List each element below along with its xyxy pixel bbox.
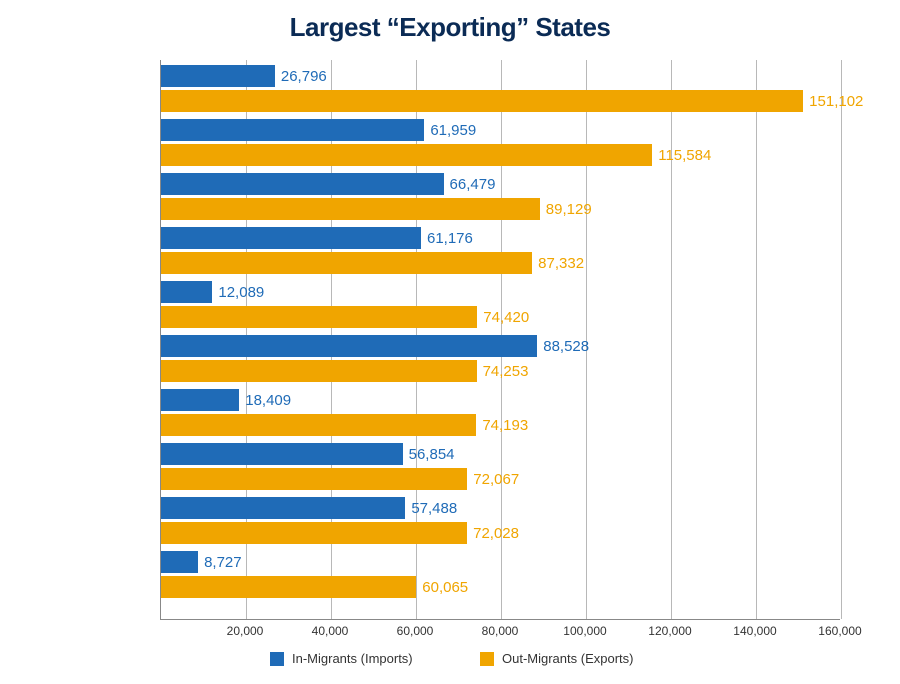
bar-label-out: 60,065	[422, 579, 468, 596]
x-tick-label: 100,000	[563, 624, 606, 638]
bar-out-migrants	[161, 90, 803, 112]
x-tick-label: 20,000	[227, 624, 264, 638]
bar-label-out: 72,067	[473, 471, 519, 488]
bar-in-migrants	[161, 227, 421, 249]
x-tick-label: 40,000	[312, 624, 349, 638]
bar-label-out: 74,420	[483, 309, 529, 326]
bar-row: 57,488 72,028	[161, 494, 841, 548]
legend-item: In-Migrants (Imports)	[270, 650, 413, 670]
x-tick-label: 80,000	[482, 624, 519, 638]
legend-label: In-Migrants (Imports)	[292, 651, 413, 666]
bar-out-migrants	[161, 414, 476, 436]
legend-item: Out-Migrants (Exports)	[480, 650, 633, 670]
legend-label: Out-Migrants (Exports)	[502, 651, 633, 666]
bar-row: 66,479 89,129	[161, 170, 841, 224]
x-tick-label: 140,000	[733, 624, 776, 638]
gridline	[841, 60, 842, 619]
bar-out-migrants	[161, 252, 532, 274]
plot-area: 26,796151,102 61,959 115,584 66,479 89,129 61…	[160, 60, 840, 620]
bar-row: 61,176 87,332	[161, 224, 841, 278]
bar-label-out: 87,332	[538, 255, 584, 272]
bar-in-migrants	[161, 65, 275, 87]
bar-row: 12,089 74,420	[161, 278, 841, 332]
bar-out-migrants	[161, 576, 416, 598]
bar-in-migrants	[161, 281, 212, 303]
bar-label-out: 74,253	[483, 363, 529, 380]
bar-in-migrants	[161, 497, 405, 519]
legend: In-Migrants (Imports) Out-Migrants (Expor…	[160, 650, 840, 680]
legend-swatch	[480, 652, 494, 666]
x-tick-label: 120,000	[648, 624, 691, 638]
chart-container: Largest “Exporting” States 26,796151,102…	[0, 0, 900, 684]
bar-in-migrants	[161, 173, 444, 195]
bar-label-out: 89,129	[546, 201, 592, 218]
bar-out-migrants	[161, 306, 477, 328]
bar-label-in: 61,959	[430, 122, 476, 139]
x-tick-label: 160,000	[818, 624, 861, 638]
legend-swatch	[270, 652, 284, 666]
bar-row: 8,727 60,065	[161, 548, 841, 602]
bar-row: 56,854 72,067	[161, 440, 841, 494]
bar-row: 88,528 74,253	[161, 332, 841, 386]
bar-label-out: 74,193	[482, 417, 528, 434]
chart-title: Largest “Exporting” States	[0, 12, 900, 43]
bar-label-in: 56,854	[409, 446, 455, 463]
bar-label-in: 8,727	[204, 554, 242, 571]
bar-label-in: 66,479	[450, 176, 496, 193]
bar-in-migrants	[161, 443, 403, 465]
bar-in-migrants	[161, 119, 424, 141]
bar-in-migrants	[161, 335, 537, 357]
bar-label-out: 151,102	[809, 93, 863, 110]
bar-row: 26,796151,102	[161, 62, 841, 116]
bar-in-migrants	[161, 551, 198, 573]
bar-out-migrants	[161, 468, 467, 490]
x-tick-label: 60,000	[397, 624, 434, 638]
bar-label-in: 18,409	[245, 392, 291, 409]
bar-label-in: 12,089	[218, 284, 264, 301]
bar-row: 18,409 74,193	[161, 386, 841, 440]
bar-label-in: 61,176	[427, 230, 473, 247]
bar-out-migrants	[161, 360, 477, 382]
bar-out-migrants	[161, 522, 467, 544]
bar-label-out: 72,028	[473, 525, 519, 542]
bar-label-out: 115,584	[658, 147, 711, 164]
bar-label-in: 57,488	[411, 500, 457, 517]
bar-in-migrants	[161, 389, 239, 411]
bar-out-migrants	[161, 144, 652, 166]
bar-row: 61,959 115,584	[161, 116, 841, 170]
bar-label-in: 26,796	[281, 68, 327, 85]
bar-out-migrants	[161, 198, 540, 220]
bar-label-in: 88,528	[543, 338, 589, 355]
